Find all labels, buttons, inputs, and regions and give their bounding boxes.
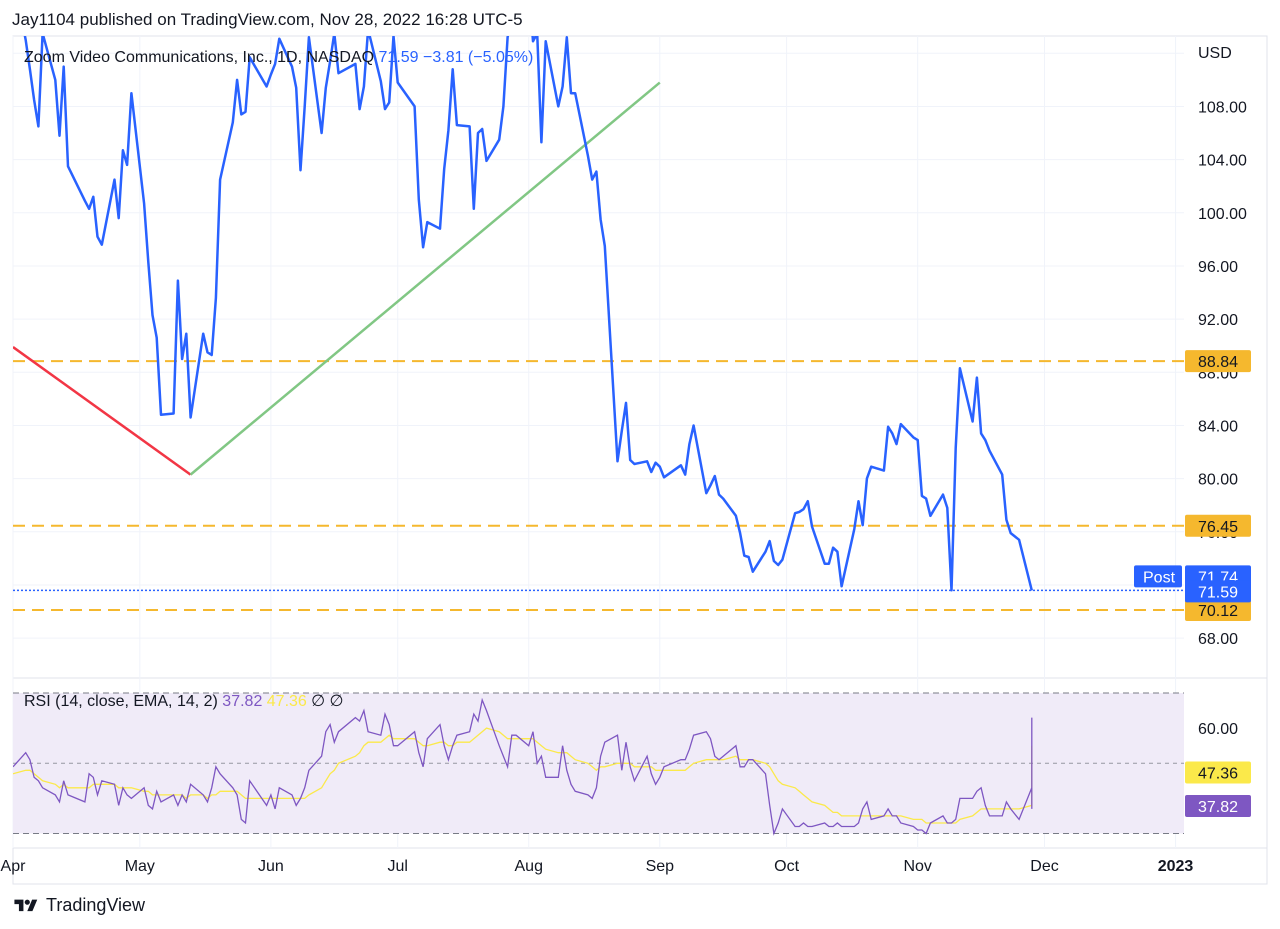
rsi-tag[interactable]	[1185, 795, 1251, 818]
time-tick-label: Oct	[774, 858, 799, 875]
tradingview-logo-icon	[14, 899, 38, 911]
level-tag[interactable]	[1185, 514, 1251, 537]
time-tick-label: 2023	[1158, 858, 1194, 875]
price-line[interactable]	[13, 0, 1034, 592]
last-price-label: 71.59	[1198, 584, 1238, 601]
post-tag-label: Post	[1143, 569, 1176, 586]
price-tick-label: 104.00	[1198, 153, 1247, 170]
time-tick-label: Dec	[1030, 858, 1058, 875]
post-tag[interactable]	[1134, 565, 1182, 588]
level-tag[interactable]	[1185, 350, 1251, 373]
price-tick-label: 96.00	[1198, 259, 1238, 276]
time-tick-label: Sep	[646, 858, 675, 875]
tradingview-brand[interactable]: TradingView	[12, 895, 145, 916]
time-tick-label: Jul	[387, 858, 407, 875]
price-tick-label: 84.00	[1198, 418, 1238, 435]
green-trendline[interactable]	[189, 81, 661, 476]
rsi-ma-tag-label: 47.36	[1198, 766, 1238, 783]
time-tick-label: May	[125, 858, 155, 875]
time-tick-label: Apr	[1, 858, 27, 875]
price-tick-label: 108.00	[1198, 99, 1247, 116]
level-tag-label: 76.45	[1198, 519, 1238, 536]
level-tag-label: 70.12	[1198, 603, 1238, 620]
publisher-line: Jay1104 published on TradingView.com, No…	[12, 10, 523, 29]
time-tick-label: Jun	[258, 858, 284, 875]
brand-name: TradingView	[46, 895, 146, 915]
red-trendline[interactable]	[13, 346, 192, 476]
currency-label: USD	[1198, 45, 1232, 62]
price-tick-label: 100.00	[1198, 206, 1247, 223]
rsi-ma-line[interactable]	[13, 727, 1033, 824]
rsi-ma-tag[interactable]	[1185, 761, 1251, 784]
time-tick-label: Aug	[515, 858, 543, 875]
level-tag-label: 88.84	[1198, 354, 1238, 371]
level-tag[interactable]	[1185, 598, 1251, 621]
rsi-legend: RSI (14, close, EMA, 14, 2) 37.82 47.36 …	[24, 693, 344, 710]
last-price-tag[interactable]	[1185, 580, 1251, 603]
price-tick-label: 80.00	[1198, 472, 1238, 489]
time-tick-label: Nov	[903, 858, 931, 875]
price-tick-label: 92.00	[1198, 312, 1238, 329]
rsi-tick-label: 60.00	[1198, 721, 1238, 738]
price-tick-label: 68.00	[1198, 631, 1238, 648]
rsi-line[interactable]	[13, 697, 1033, 836]
rsi-tag-label: 37.82	[1198, 799, 1238, 816]
main-legend: Zoom Video Communications, Inc., 1D, NAS…	[24, 49, 533, 66]
